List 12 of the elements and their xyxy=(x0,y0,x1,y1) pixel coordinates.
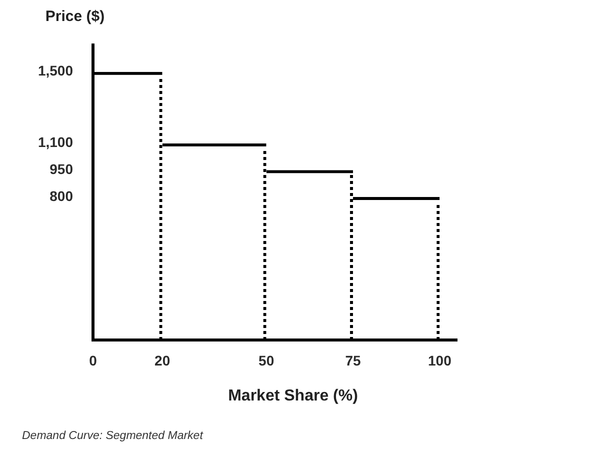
x-tick-label: 50 xyxy=(258,352,274,368)
y-tick-label: 1,100 xyxy=(38,134,74,150)
x-tick-label: 0 xyxy=(89,352,98,368)
y-tick-label: 800 xyxy=(50,188,74,204)
x-axis-title: Market Share (%) xyxy=(228,387,358,404)
y-axis-title: Price ($) xyxy=(45,8,105,26)
x-tick-label: 75 xyxy=(345,352,361,368)
text: Demand Curve: Segmented Market xyxy=(22,430,204,442)
y-tick-label: 1,500 xyxy=(38,62,74,79)
x-tick-label: 20 xyxy=(154,352,170,368)
y-tick-label: 950 xyxy=(50,161,74,178)
x-tick-label: 100 xyxy=(428,352,452,368)
